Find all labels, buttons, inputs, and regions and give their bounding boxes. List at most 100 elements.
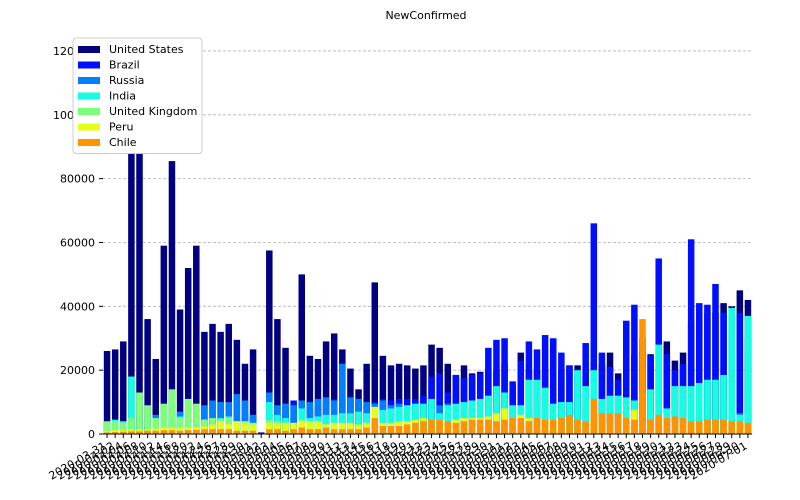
- bar: [541, 387, 549, 434]
- bar: [233, 394, 241, 434]
- bar: [209, 323, 216, 434]
- bar: [266, 250, 273, 434]
- bar: [168, 161, 176, 435]
- bar: [663, 418, 671, 434]
- bar: [558, 418, 565, 434]
- bar: [639, 319, 646, 434]
- bar: [314, 429, 322, 434]
- bar: [355, 411, 362, 434]
- bar: [387, 408, 395, 434]
- bar: [152, 358, 159, 434]
- legend-label: India: [109, 90, 136, 103]
- bar: [509, 418, 516, 434]
- legend-box: [72, 37, 203, 154]
- bar: [128, 376, 135, 434]
- legend-swatch: [78, 92, 100, 100]
- bar: [647, 419, 654, 434]
- bar: [176, 309, 184, 434]
- bar: [501, 338, 508, 434]
- bar: [184, 398, 192, 434]
- legend-label: Russia: [109, 74, 144, 87]
- bar: [436, 419, 443, 434]
- bar: [282, 347, 289, 434]
- bar: [379, 355, 387, 434]
- bar: [136, 98, 143, 434]
- bar: [655, 414, 662, 434]
- bar: [590, 398, 598, 434]
- legend: United States Brazil Russia India United Kin…: [72, 37, 203, 154]
- bar: [347, 429, 354, 434]
- bar: [704, 379, 711, 434]
- bar: [290, 429, 297, 434]
- bar: [663, 354, 671, 434]
- legend-label: United Kingdom: [109, 105, 197, 118]
- bar: [525, 379, 533, 434]
- bar: [282, 430, 289, 434]
- bar: [736, 421, 744, 434]
- bar: [339, 422, 346, 434]
- bar: [574, 370, 581, 434]
- bar: [120, 422, 127, 434]
- bar: [687, 421, 695, 434]
- bar: [103, 421, 111, 434]
- bar: [501, 419, 508, 434]
- bar: [712, 379, 719, 434]
- bar: [282, 422, 289, 434]
- bar: [671, 416, 679, 434]
- bar: [322, 341, 330, 434]
- bar: [541, 419, 549, 434]
- bar: [363, 363, 370, 434]
- bar: [566, 365, 573, 434]
- bar: [306, 355, 314, 434]
- bar: [476, 419, 484, 434]
- bar: [485, 347, 492, 434]
- bar: [412, 403, 419, 434]
- bar: [517, 360, 525, 434]
- bar: [558, 402, 565, 434]
- bar: [306, 429, 314, 434]
- bar: [111, 421, 119, 434]
- bar: [428, 419, 435, 434]
- bar: [679, 418, 687, 434]
- bar: [460, 421, 468, 434]
- bar: [241, 430, 249, 434]
- legend-swatch: [78, 77, 100, 84]
- bar: [493, 386, 500, 434]
- bar: [176, 418, 184, 434]
- bar: [720, 419, 727, 434]
- bar: [144, 430, 151, 434]
- bar: [266, 402, 273, 434]
- bar: [704, 419, 711, 434]
- bar: [387, 365, 395, 434]
- bar: [201, 429, 208, 434]
- bar: [330, 422, 338, 434]
- bar: [193, 245, 200, 434]
- bar: [241, 400, 249, 434]
- bar: [168, 389, 176, 434]
- bar: [655, 344, 662, 434]
- bar: [193, 429, 200, 434]
- bar: [201, 331, 208, 434]
- bar: [517, 418, 525, 434]
- bar: [468, 419, 476, 434]
- bar: [152, 418, 159, 434]
- bar: [704, 304, 711, 434]
- bar: [111, 430, 119, 434]
- bar: [623, 418, 630, 434]
- bar: [347, 422, 354, 434]
- bar: [217, 421, 224, 434]
- bar: [266, 429, 273, 434]
- bar: [160, 430, 168, 434]
- bar: [744, 422, 752, 434]
- bar: [452, 422, 460, 434]
- bar: [428, 398, 435, 434]
- bar: [193, 403, 200, 434]
- bar: [574, 419, 581, 434]
- bar: [558, 352, 565, 434]
- bar: [298, 274, 306, 434]
- bar: [184, 430, 192, 434]
- legend-label: Chile: [109, 136, 137, 149]
- bar: [339, 363, 346, 434]
- bar: [274, 422, 281, 434]
